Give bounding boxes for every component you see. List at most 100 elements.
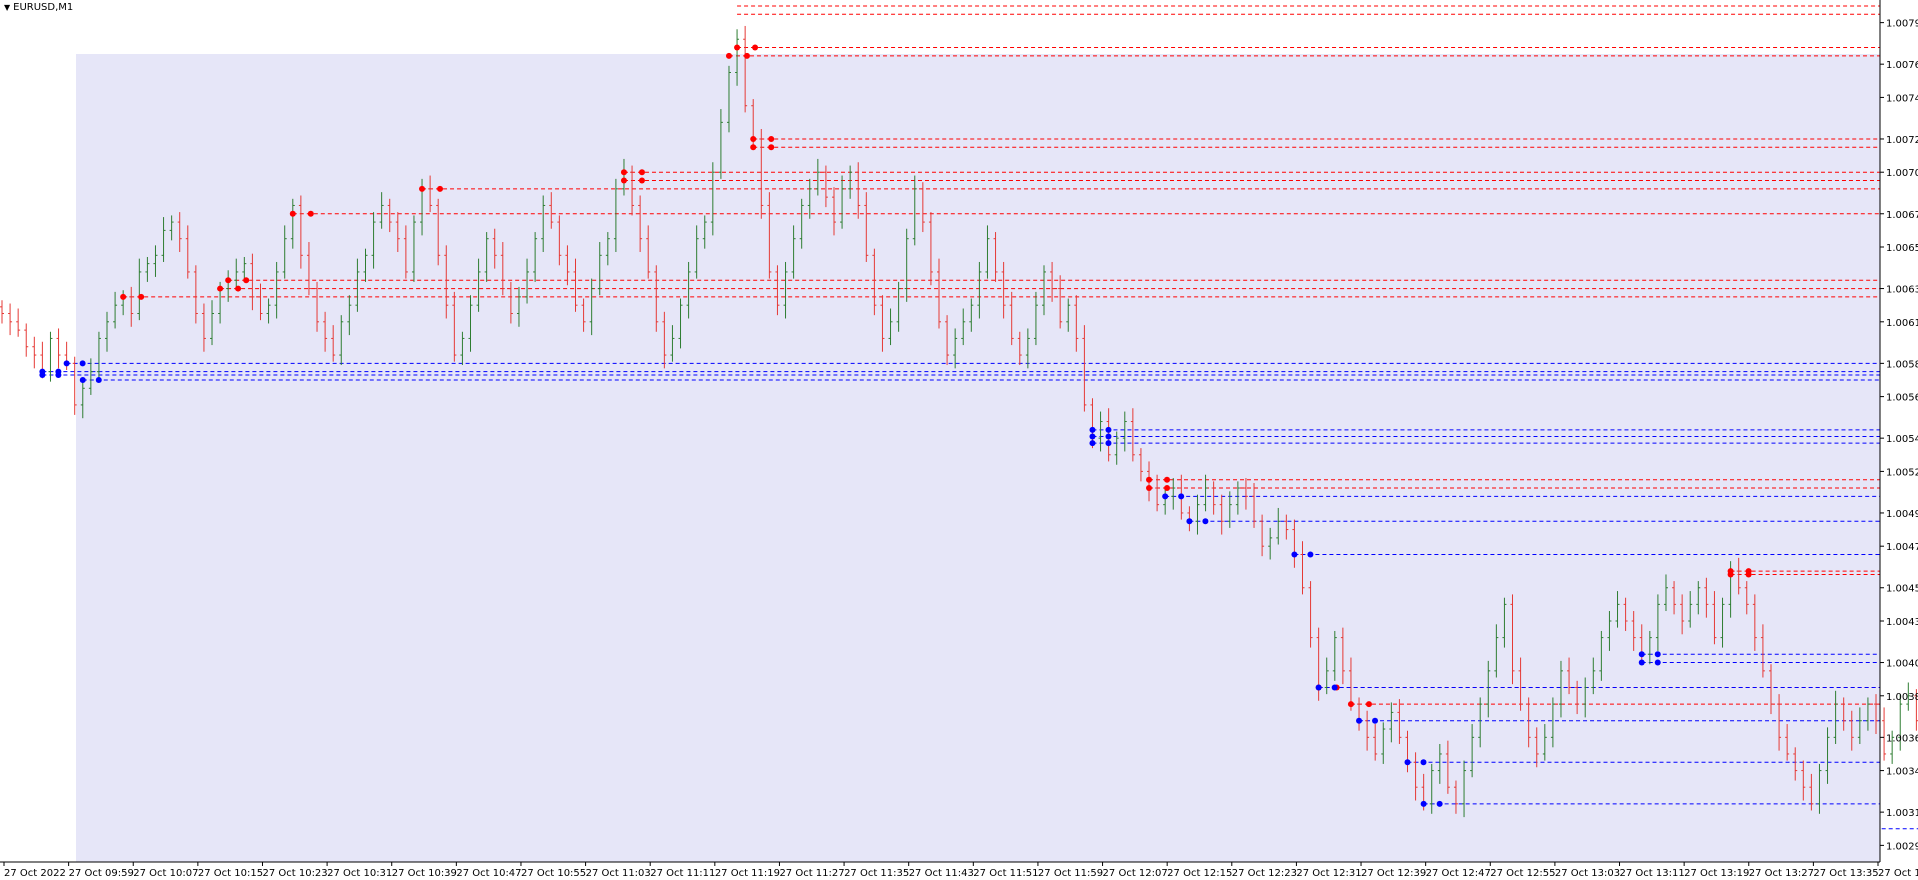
y-tick-label: 1.00655 — [1886, 243, 1918, 254]
support-dot — [1420, 800, 1427, 807]
ohlc-bar — [1712, 591, 1717, 645]
ohlc-bar — [113, 291, 118, 329]
ohlc-bar — [1550, 697, 1555, 748]
time-axis[interactable]: 27 Oct 2022 27 Oct 09:59 27 Oct 10:07 27 Oc… — [3, 862, 1918, 879]
x-tick-label: 27 Oct 11:51 — [973, 868, 1038, 879]
ohlc-bar — [516, 286, 521, 327]
ohlc-bar — [1720, 597, 1725, 648]
ohlc-bar — [1542, 724, 1547, 761]
support-dot — [1089, 440, 1096, 447]
ohlc-bar — [1252, 483, 1257, 528]
ohlc-bar — [1768, 664, 1773, 715]
y-tick-label: 1.00720 — [1886, 135, 1918, 146]
ohlc-bar — [201, 303, 206, 352]
ohlc-bar — [694, 225, 699, 279]
ohlc-bar — [735, 29, 740, 86]
ohlc-bar — [323, 311, 328, 352]
ohlc-bar — [1793, 747, 1798, 781]
ohlc-bar — [1857, 707, 1862, 744]
resistance-dot — [217, 285, 224, 292]
ohlc-bar — [355, 258, 360, 312]
support-dot — [1186, 518, 1193, 525]
ohlc-bar — [1332, 630, 1337, 681]
x-tick-label: 27 Oct 11:43 — [909, 868, 974, 879]
ohlc-bar — [1389, 702, 1394, 743]
ohlc-bar — [234, 258, 239, 287]
ohlc-bar — [807, 178, 812, 219]
support-dot — [63, 360, 70, 367]
ohlc-bar — [613, 178, 618, 252]
history-shade — [76, 54, 1880, 862]
resistance-dot — [419, 185, 426, 192]
ohlc-bar — [1809, 773, 1814, 811]
resistance-dot — [1727, 571, 1734, 578]
ohlc-bar — [1486, 660, 1491, 718]
ohlc-bar — [363, 248, 368, 282]
resistance-dot — [620, 177, 627, 184]
ohlc-bar — [1235, 481, 1240, 515]
ohlc-bar — [1130, 408, 1135, 462]
support-dot — [1178, 493, 1185, 500]
ohlc-bar — [88, 358, 93, 395]
ohlc-bar — [726, 65, 731, 133]
resistance-dot — [734, 44, 741, 51]
resistance-dot — [138, 293, 145, 300]
support-dot — [39, 371, 46, 378]
ohlc-bar — [1365, 710, 1370, 751]
ohlc-bar — [1744, 581, 1749, 615]
x-tick-label: 27 Oct 13:03 — [1555, 868, 1620, 879]
ohlc-bar — [1308, 581, 1313, 648]
ohlc-bar — [823, 165, 828, 208]
y-tick-label: 1.00360 — [1886, 733, 1918, 744]
x-tick-label: 27 Oct 11:59 — [1038, 868, 1103, 879]
resistance-dot — [743, 52, 750, 59]
ohlc-bar — [258, 283, 263, 321]
ohlc-bar — [1631, 611, 1636, 651]
ohlc-bar — [1276, 507, 1281, 545]
ohlc-bar — [654, 265, 659, 332]
ohlc-bar — [290, 198, 295, 249]
ohlc-bar — [1017, 331, 1022, 366]
ohlc-bar — [1470, 724, 1475, 778]
support-dot — [79, 360, 86, 367]
ohlc-bar — [1647, 630, 1652, 665]
support-dot — [1436, 800, 1443, 807]
ohlc-bar — [169, 215, 174, 241]
ohlc-bar — [718, 109, 723, 179]
dropdown-arrow-icon[interactable]: ▼ — [4, 3, 11, 12]
ohlc-bar — [1050, 261, 1055, 302]
y-tick-label: 1.00495 — [1886, 509, 1918, 520]
y-tick-label: 1.00405 — [1886, 659, 1918, 670]
ohlc-bar — [1817, 763, 1822, 814]
ohlc-bar — [1526, 697, 1531, 748]
x-tick-label: 27 Oct 12:47 — [1426, 868, 1491, 879]
ohlc-bar — [1195, 494, 1200, 535]
resistance-dot — [1745, 571, 1752, 578]
symbol-label[interactable]: ▼ EURUSD,M1 — [4, 2, 73, 13]
support-dot — [1089, 426, 1096, 433]
ohlc-bar — [1300, 541, 1305, 595]
ohlc-bar — [856, 162, 861, 219]
ohlc-bar — [1122, 411, 1127, 452]
ohlc-bar — [242, 256, 247, 282]
ohlc-bar — [864, 192, 869, 262]
ohlc-bar — [993, 232, 998, 282]
ohlc-bar — [1009, 291, 1014, 346]
ohlc-bar — [896, 281, 901, 332]
ohlc-bar — [193, 265, 198, 324]
price-axis[interactable]: 1.00790 1.00765 1.00745 1.00720 1.00700 1.006… — [1880, 19, 1918, 853]
ohlc-bar — [428, 175, 433, 213]
ohlc-bar — [468, 295, 473, 352]
ohlc-bar — [815, 158, 820, 196]
ohlc-bar — [1849, 710, 1854, 751]
ohlc-bar — [1663, 574, 1668, 612]
x-tick-label: 27 Oct 10:55 — [521, 868, 586, 879]
ohlc-bar — [597, 242, 602, 296]
ohlc-bar — [1340, 627, 1345, 685]
resistance-dot — [243, 277, 250, 284]
ohlc-bar — [48, 331, 53, 382]
ohlc-bar — [1033, 291, 1038, 346]
ohlc-bar — [1155, 474, 1160, 512]
